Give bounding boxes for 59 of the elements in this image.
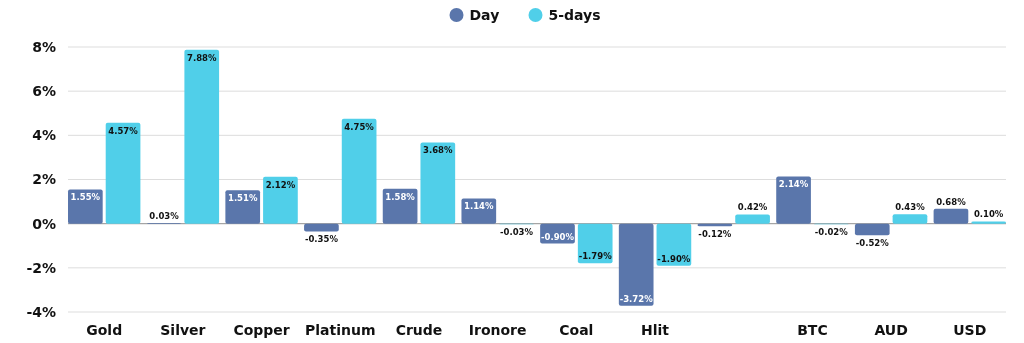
x-tick-label: Hlit — [641, 322, 670, 338]
x-tick-label: Copper — [233, 322, 290, 338]
data-label: 2.12% — [265, 179, 296, 190]
bar — [618, 223, 654, 306]
bar — [68, 189, 103, 224]
x-tick-label: Ironore — [468, 322, 527, 338]
bar — [735, 214, 770, 224]
y-tick-label: 0% — [32, 215, 56, 232]
bar — [776, 176, 811, 224]
data-label: 7.88% — [186, 52, 217, 63]
bar — [892, 214, 928, 224]
data-label: -0.02% — [814, 227, 849, 238]
data-label: -3.72% — [619, 293, 654, 304]
data-label: 0.68% — [936, 196, 967, 207]
bar — [420, 142, 456, 224]
x-tick-label: USD — [953, 322, 987, 338]
y-tick-label: 6% — [32, 83, 56, 100]
data-label: -0.12% — [698, 229, 732, 240]
data-label: 1.14% — [464, 201, 495, 212]
x-tick-label: AUD — [874, 322, 908, 338]
data-label: 0.43% — [895, 202, 926, 213]
data-label: 1.55% — [70, 192, 101, 203]
x-tick-label: Silver — [160, 322, 206, 338]
x-tick-label: BTC — [797, 322, 828, 338]
y-tick-label: 4% — [32, 127, 56, 144]
y-tick-label: 8% — [32, 38, 56, 55]
x-tick-label: Coal — [559, 322, 594, 338]
bar — [971, 221, 1006, 224]
data-label: 0.03% — [149, 211, 180, 221]
bar — [854, 223, 890, 236]
data-label: 4.57% — [108, 125, 139, 136]
bar — [341, 118, 377, 224]
data-label: -0.52% — [855, 238, 890, 249]
y-tick-label: -4% — [26, 303, 56, 320]
bar — [184, 49, 220, 224]
data-label: 1.51% — [227, 193, 258, 204]
data-label: -0.35% — [304, 234, 339, 245]
y-tick-label: -2% — [26, 259, 56, 276]
bar — [105, 122, 141, 224]
bar — [225, 190, 261, 224]
x-tick-label: Gold — [86, 322, 123, 338]
legend-label: Day — [469, 6, 500, 23]
legend-label: 5-days — [548, 6, 601, 23]
bar — [304, 223, 339, 232]
data-label: 2.14% — [778, 179, 809, 190]
x-tick-label: Crude — [395, 322, 443, 338]
bar — [933, 208, 969, 224]
data-label: 0.10% — [973, 209, 1004, 220]
data-label: -0.90% — [540, 231, 575, 242]
bar — [263, 176, 298, 224]
data-label: 3.68% — [423, 145, 454, 156]
x-tick-label: Platinum — [305, 322, 376, 338]
data-label: -1.79% — [578, 251, 613, 262]
y-tick-label: 2% — [32, 171, 56, 188]
data-label: -0.03% — [499, 227, 534, 238]
data-label: 0.42% — [737, 202, 768, 213]
data-label: -1.90% — [657, 253, 691, 264]
data-label: 1.58% — [385, 191, 416, 202]
data-label: 4.75% — [344, 121, 375, 132]
